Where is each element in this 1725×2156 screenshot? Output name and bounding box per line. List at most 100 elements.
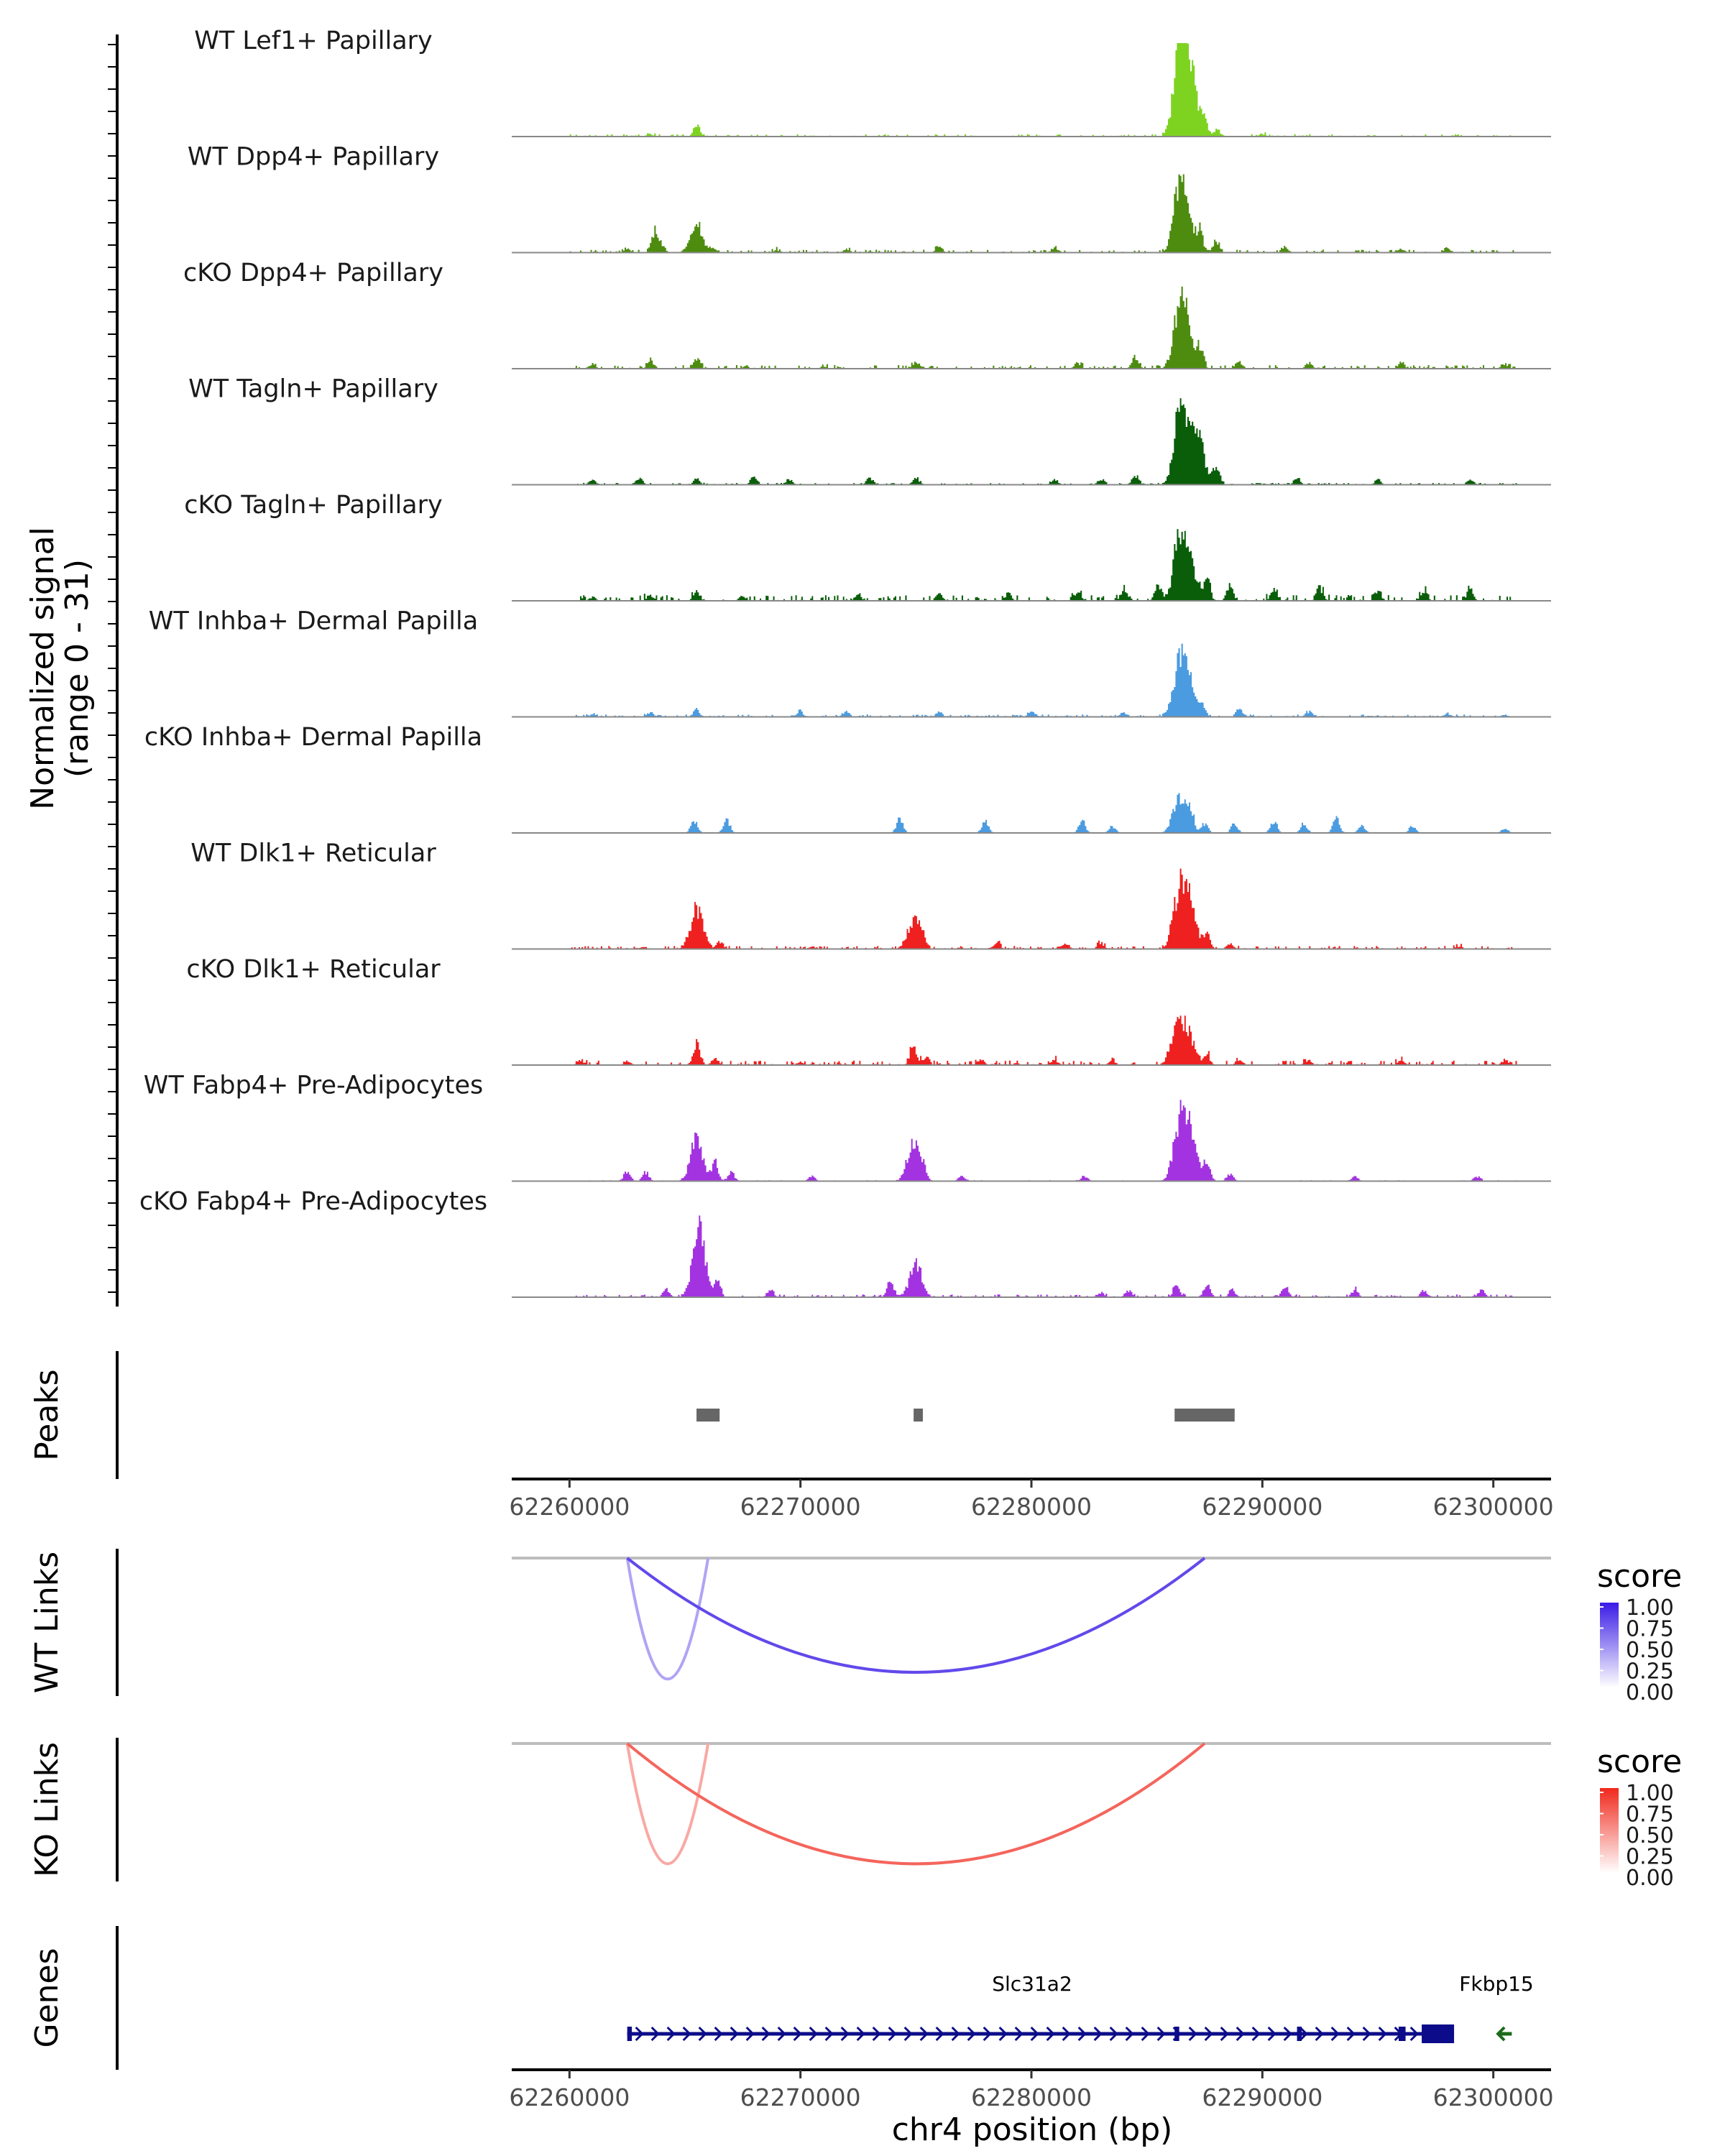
x-axis-title: chr4 position (bp) [892,2111,1173,2148]
peaks-regions [696,1409,1235,1422]
coverage-track: cKO Tagln+ Papillary [184,491,1551,602]
x-tick-label: 62280000 [971,1493,1092,1521]
coverage-track: cKO Inhba+ Dermal Papilla [144,723,1551,834]
strand-arrow [1109,2026,1118,2042]
strand-arrow [1236,2026,1245,2042]
legend-tick-label: 0.00 [1626,1680,1674,1705]
legend-title: score [1597,1558,1682,1595]
coverage-y-subtitle: (range 0 - 31) [59,559,96,778]
strand-arrow [1330,2026,1340,2042]
strand-arrow [983,2026,992,2042]
track-label: cKO Tagln+ Papillary [184,491,443,520]
strand-arrow [1141,2026,1150,2042]
track-label: cKO Dpp4+ Papillary [183,259,443,287]
strand-arrow [1251,2026,1261,2042]
legend-tick-label: 0.50 [1626,1823,1674,1848]
coverage-track: WT Tagln+ Papillary [188,375,1551,486]
gene-exon [1422,2024,1455,2043]
x-tick-label: 62270000 [740,1493,861,1521]
coverage-area [512,43,1551,137]
coverage-area [512,868,1551,949]
gene-label: Fkbp15 [1459,1972,1534,1996]
legend-tick-label: 0.50 [1626,1638,1674,1663]
x-tick-label: 62290000 [1202,1493,1322,1521]
strand-arrow [919,2026,929,2042]
legend-tick-label: 0.75 [1626,1617,1674,1642]
strand-arrow [1409,2026,1419,2042]
legend-colorbar [1600,1603,1619,1687]
x-tick-label: 62300000 [1433,2083,1554,2111]
strand-arrow [967,2026,976,2042]
strand-arrow [1283,2026,1292,2042]
strand-arrow [1346,2026,1356,2042]
strand-arrow [650,2026,660,2042]
track-label: WT Lef1+ Papillary [194,27,433,55]
x-tick-label: 62260000 [509,2083,630,2111]
gene-exon [1398,2027,1406,2041]
coverage-area [512,1015,1551,1065]
strand-arrow [1188,2026,1197,2042]
strand-arrow [745,2026,755,2042]
strand-arrow [1204,2026,1213,2042]
coverage-track: WT Dpp4+ Papillary [188,143,1551,254]
peak-region [914,1409,923,1422]
link-arc [626,1742,1206,1866]
coverage-track: cKO Dlk1+ Reticular [186,955,1551,1066]
track-label: WT Fabp4+ Pre-Adipocytes [144,1072,483,1100]
gene-models: Slc31a2 Fkbp15 [627,1972,1534,2043]
coverage-area [512,529,1551,601]
track-label: WT Dpp4+ Papillary [188,143,439,172]
x-tick-label: 62270000 [740,2083,861,2111]
strand-arrow [714,2026,723,2042]
peaks-track-label: Peaks [29,1369,65,1460]
gene-exon [627,2027,632,2041]
track-label: cKO Inhba+ Dermal Papilla [144,723,482,752]
gene-label: Slc31a2 [992,1972,1072,1996]
strand-arrow [888,2026,897,2042]
track-label: WT Inhba+ Dermal Papilla [149,607,478,636]
coverage-area [512,643,1551,717]
link-track-label: WT Links [29,1552,65,1693]
coverage-area [512,793,1551,833]
strand-arrow [635,2026,644,2042]
strand-arrow [1315,2026,1324,2042]
coverage-track: WT Inhba+ Dermal Papilla [149,607,1551,718]
x-tick-label: 62280000 [971,2083,1092,2111]
strand-arrow [903,2026,913,2042]
track-label: cKO Fabp4+ Pre-Adipocytes [139,1187,487,1216]
strand-arrow [730,2026,739,2042]
strand-arrow [1267,2026,1276,2042]
coverage-y-ticks [108,44,117,1293]
strand-arrow [951,2026,960,2042]
coverage-tracks: WT Lef1+ Papillary WT Dpp4+ Papillary cKO … [139,27,1551,1298]
strand-arrow [1299,2026,1308,2042]
strand-arrow [840,2026,850,2042]
strand-arrow [1156,2026,1166,2042]
gene-exon [1174,2027,1179,2041]
strand-arrow [824,2026,834,2042]
coverage-area [512,286,1551,369]
strand-arrow [998,2026,1008,2042]
track-label: WT Tagln+ Papillary [188,375,438,404]
legend-colorbar [1600,1788,1619,1873]
strand-arrow [856,2026,865,2042]
x-axis-top: 62260000 62270000 62280000 62290000 62300000 [509,1478,1554,1521]
strand-arrow [1362,2026,1371,2042]
strand-arrow [935,2026,944,2042]
gene: Fkbp15 [1459,1972,1534,2042]
genes-track-label: Genes [29,1948,65,2047]
coverage-track: cKO Dpp4+ Papillary [183,259,1551,369]
strand-arrow [1030,2026,1039,2042]
strand-arrow [872,2026,881,2042]
legend-tick-label: 1.00 [1626,1595,1674,1621]
strand-arrow [666,2026,676,2042]
link-arc [626,1557,1206,1674]
strand-arrow [1125,2026,1134,2042]
gene: Slc31a2 [627,1972,1455,2043]
x-axis-bottom: 62260000 62270000 62280000 62290000 62300000 [509,2068,1554,2111]
strand-arrow [1077,2026,1087,2042]
strand-arrow [809,2026,818,2042]
